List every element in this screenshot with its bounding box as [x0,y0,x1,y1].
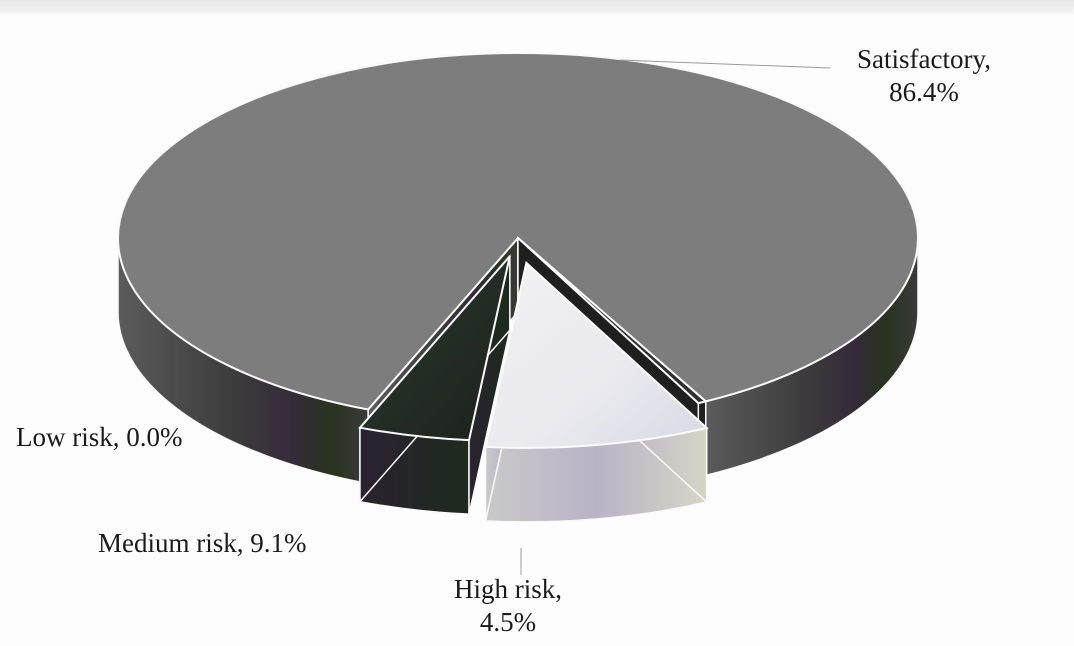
data-label-medium-risk: Medium risk, 9.1% [98,528,307,558]
data-label-low-risk: Low risk, 0.0% [16,422,182,452]
cropped-caption-strip [0,0,1074,14]
pie-slices-group [117,52,919,523]
pie-labels-group: Satisfactory,86.4% Low risk, 0.0% Medium r… [16,44,991,637]
slice-low-risk [517,237,708,405]
slice-high-risk [358,255,511,442]
slice-medium-risk [484,260,709,449]
leader-line-satisfactory [619,59,831,69]
data-label-high-risk: 4.5% [480,607,536,637]
slice-satisfactory [117,52,919,411]
data-label-high-risk: High risk, [454,574,562,604]
data-label-satisfactory: 86.4% [889,77,959,107]
data-label-satisfactory: Satisfactory, [857,44,991,74]
